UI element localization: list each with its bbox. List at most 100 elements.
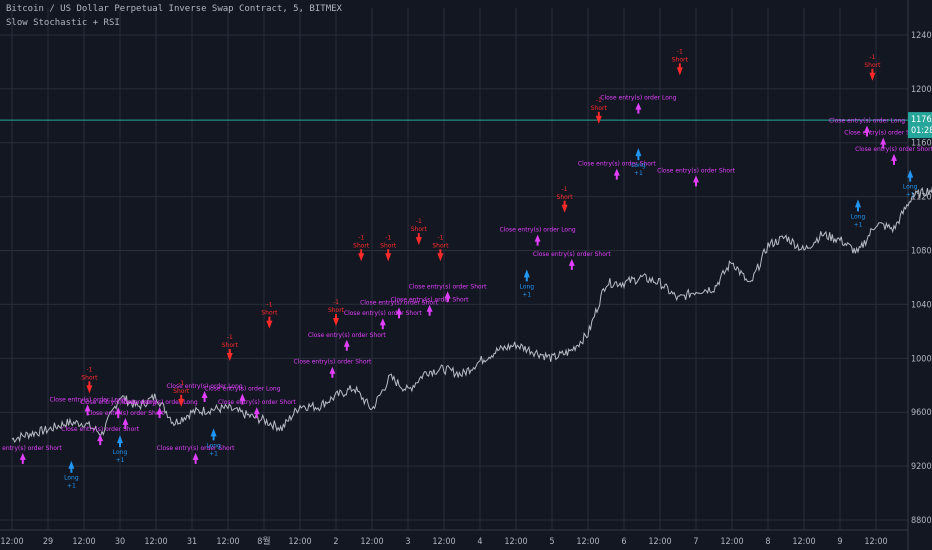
arrow-up-icon <box>253 407 260 419</box>
signal-note: -1 <box>562 186 568 193</box>
close-signal: Close entry(s) order Long <box>600 95 677 114</box>
arrow-down-icon <box>676 63 683 76</box>
close-signal: Close entry(s) order Short <box>61 426 140 446</box>
arrow-up-icon <box>907 169 914 182</box>
signal-label: Short <box>672 56 689 63</box>
x-tick-label: 4 <box>477 537 482 547</box>
signal-label: Close entry(s) order Short <box>308 332 386 339</box>
long-signal: Long+1 <box>64 460 79 490</box>
x-tick-label: 7 <box>693 537 698 547</box>
y-tick-label: 9200.0 <box>911 462 932 472</box>
signal-label: Close entry(s) order Short <box>157 445 235 452</box>
signal-label: Close entry(s) order Short <box>0 445 62 452</box>
arrow-up-icon <box>444 291 451 303</box>
close-signal: Close entry(s) order Short <box>578 161 656 180</box>
indicator-label[interactable]: Slow Stochastic + RSI <box>6 18 120 28</box>
arrow-up-icon <box>635 102 642 114</box>
signal-label: Close entry(s) order Long <box>829 118 905 125</box>
close-signal: Close entry(s) order Long <box>166 383 243 402</box>
x-axis[interactable]: 12:00 29 12:00 30 12:00 31 12:00 8월 12:00 2 12:00 3… <box>0 535 887 547</box>
price-series <box>11 186 932 444</box>
signal-note: -1 <box>416 218 422 225</box>
signal-note: +1 <box>634 170 643 177</box>
current-price-label: 11768.0 <box>911 115 932 125</box>
arrow-up-icon <box>426 304 433 316</box>
arrow-up-icon <box>210 428 217 441</box>
signal-note: +1 <box>522 291 531 298</box>
signal-label: Close entry(s) order Long <box>80 399 156 406</box>
signal-label: Long <box>631 162 646 169</box>
signal-note: -1 <box>869 54 875 61</box>
arrow-up-icon <box>192 452 199 464</box>
signal-note: +1 <box>854 221 863 228</box>
arrow-up-icon <box>156 407 163 419</box>
close-signal: Close entry(s) order Long <box>121 399 198 419</box>
y-axis[interactable]: 12400.0 12000.0 11600.0 11200.0 10800.0 10400… <box>908 31 932 526</box>
signal-label: Short <box>222 342 239 349</box>
arrow-up-icon <box>19 452 26 464</box>
signal-label: Close entry(s) order Short <box>360 299 438 306</box>
y-tick-label: 11200.0 <box>911 193 932 203</box>
long-signal: Long+1 <box>631 148 646 177</box>
signal-label: Close entry(s) order Short <box>344 310 422 317</box>
signal-label: Close entry(s) order Short <box>844 130 922 137</box>
arrow-up-icon <box>68 460 75 473</box>
signal-label: Short <box>380 242 397 249</box>
signal-note: +1 <box>906 192 915 199</box>
arrow-down-icon <box>333 313 339 326</box>
arrow-up-icon <box>84 404 91 416</box>
arrow-up-icon <box>343 339 350 351</box>
signal-label: Close entry(s) order Short <box>855 146 932 153</box>
chart-title: Bitcoin / US Dollar Perpetual Inverse Sw… <box>6 4 342 14</box>
arrow-up-icon <box>97 434 104 446</box>
signal-label: Short <box>261 310 278 317</box>
signal-label: Short <box>591 105 608 112</box>
close-signal: Close entry(s) order Short <box>86 410 165 429</box>
signal-note: +1 <box>67 483 76 490</box>
x-tick-label: 12:00 <box>72 537 95 547</box>
signal-note: -1 <box>178 380 184 387</box>
arrow-up-icon <box>613 168 620 180</box>
close-signal: Close entry(s) order Long <box>829 118 905 137</box>
signal-label: Close entry(s) order Long <box>49 396 125 403</box>
close-signal: Close entry(s) order Long <box>204 386 281 405</box>
close-signal: Close entry(s) order Short <box>855 146 932 165</box>
close-signal: Close entry(s) order Short <box>0 445 62 464</box>
x-tick-label: 12:00 <box>864 537 887 547</box>
signal-note: -1 <box>677 48 683 55</box>
close-signal: Close entry(s) order Long <box>80 399 157 419</box>
signal-note: +1 <box>209 450 218 457</box>
signal-note: -1 <box>266 302 272 309</box>
signal-label: Close entry(s) order Short <box>409 283 487 290</box>
close-signal: Close entry(s) order Short <box>157 445 235 464</box>
x-tick-label: 30 <box>115 537 125 547</box>
signal-label: Close entry(s) order Long <box>600 95 676 102</box>
signal-note: -1 <box>596 97 602 104</box>
close-signal: Close entry(s) order Long <box>49 396 126 416</box>
close-signal: Close entry(s) order Short <box>293 359 372 378</box>
arrow-up-icon <box>122 417 129 429</box>
arrow-up-icon <box>855 199 861 212</box>
signal-label: Close entry(s) order Long <box>121 399 197 406</box>
arrow-up-icon <box>864 125 870 137</box>
y-tick-label: 12000.0 <box>911 85 932 95</box>
signal-label: Long <box>520 283 535 290</box>
signal-note: -1 <box>358 234 364 241</box>
arrow-down-icon <box>86 381 93 394</box>
x-tick-label: 12:00 <box>576 537 599 547</box>
y-tick-label: 9600.0 <box>911 408 932 418</box>
signal-label: Long <box>903 184 918 191</box>
x-tick-label: 12:00 <box>216 537 239 547</box>
arrow-up-icon <box>635 148 642 161</box>
signal-note: -1 <box>437 234 443 241</box>
x-tick-label: 2 <box>333 537 338 547</box>
